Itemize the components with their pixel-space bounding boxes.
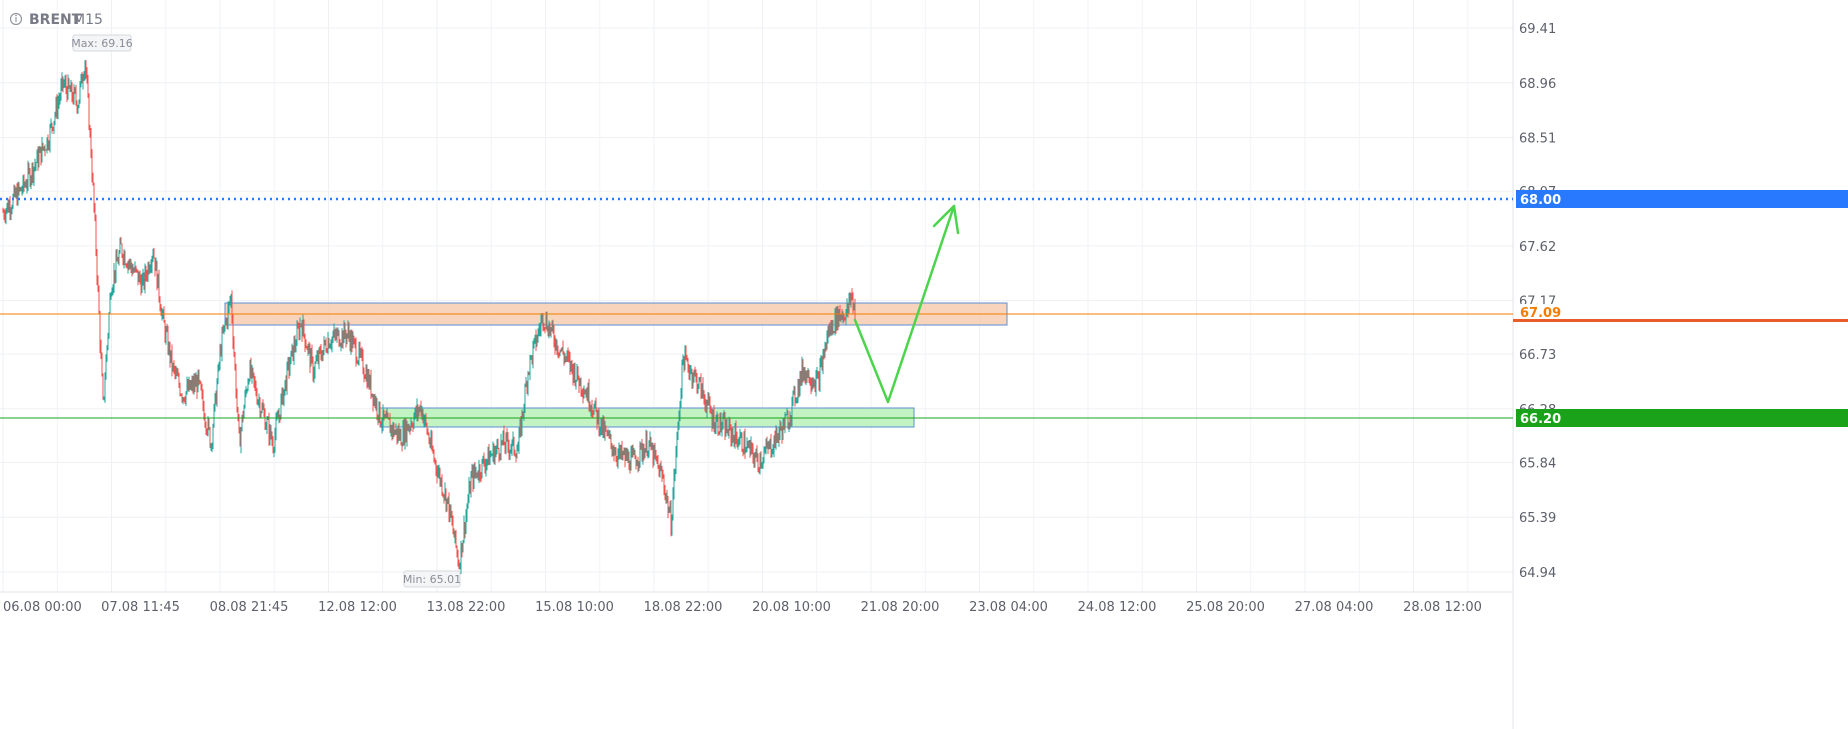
info-icon[interactable] xyxy=(9,12,23,26)
time-tick-label: 28.08 12:00 xyxy=(1403,600,1482,615)
time-tick-label: 07.08 11:45 xyxy=(101,600,180,615)
price-tick-label: 68.51 xyxy=(1519,132,1556,147)
current-price-value: 67.09 xyxy=(1520,306,1561,321)
support-badge-value: 66.20 xyxy=(1520,412,1561,427)
time-tick-label: 20.08 10:00 xyxy=(752,600,831,615)
resistance-badge: 68.00 xyxy=(1516,190,1848,208)
grid xyxy=(0,0,1513,592)
price-tick-label: 64.94 xyxy=(1519,566,1556,581)
time-tick-label: 15.08 10:00 xyxy=(535,600,614,615)
price-tick-label: 65.84 xyxy=(1519,456,1556,471)
price-tick-label: 65.39 xyxy=(1519,511,1556,526)
time-tick-label: 12.08 12:00 xyxy=(318,600,397,615)
support-badge: 66.20 xyxy=(1516,409,1848,427)
max-label: Max: 69.16 xyxy=(71,37,132,50)
max-annotation: Max: 69.16 xyxy=(71,34,133,52)
price-tick-label: 66.73 xyxy=(1519,348,1556,363)
time-tick-label: 08.08 21:45 xyxy=(210,600,289,615)
time-tick-label: 21.08 20:00 xyxy=(861,600,940,615)
time-tick-label: 13.08 22:00 xyxy=(427,600,506,615)
time-tick-label: 18.08 22:00 xyxy=(644,600,723,615)
time-tick-label: 25.08 20:00 xyxy=(1186,600,1265,615)
resistance-badge-value: 68.00 xyxy=(1520,193,1561,208)
time-tick-label: 27.08 04:00 xyxy=(1295,600,1374,615)
time-tick-label: 24.08 12:00 xyxy=(1078,600,1157,615)
price-tick-label: 67.62 xyxy=(1519,240,1556,255)
price-tick-label: 68.96 xyxy=(1519,77,1556,92)
current-price-badge: 67.09 xyxy=(1513,304,1848,322)
candles xyxy=(2,60,856,575)
time-tick-label: 23.08 04:00 xyxy=(969,600,1048,615)
min-label: Min: 65.01 xyxy=(403,573,461,586)
time-tick-label: 06.08 00:00 xyxy=(3,600,82,615)
symbol-label: BRENT xyxy=(29,12,82,28)
time-axis[interactable]: 06.08 00:00 07.08 11:45 08.08 21:45 12.08 1… xyxy=(3,600,1482,615)
min-annotation: Min: 65.01 xyxy=(403,570,461,588)
forecast-arrow[interactable] xyxy=(853,204,960,404)
chart-header: BRENT M15 xyxy=(9,12,103,28)
price-tick-label: 69.41 xyxy=(1519,22,1556,37)
timeframe-label: M15 xyxy=(73,12,103,28)
